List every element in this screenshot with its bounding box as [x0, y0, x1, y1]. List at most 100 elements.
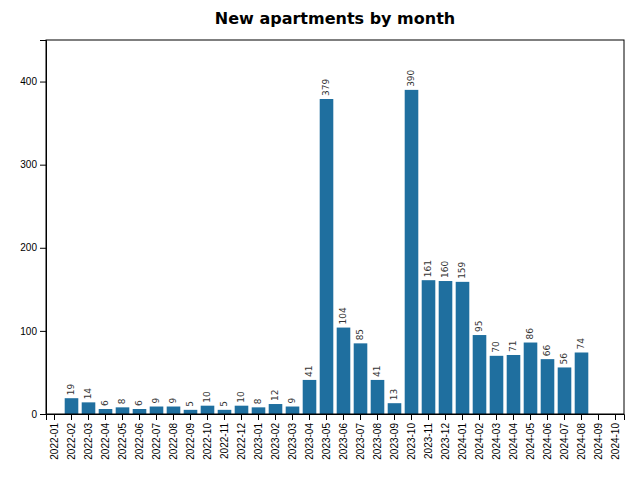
y-tick-mark [40, 248, 46, 249]
x-tick-label: 2024-06 [542, 423, 553, 460]
data-labels: 1914686995105108129413791048541133901611… [66, 69, 586, 406]
data-label: 6 [100, 400, 110, 406]
data-label: 74 [576, 338, 586, 350]
x-axis-line [47, 415, 625, 421]
x-tick: 2023-07 [355, 414, 366, 460]
bar [490, 356, 504, 414]
bar [116, 407, 130, 414]
data-label: 14 [83, 388, 93, 400]
x-tick-mark [428, 414, 429, 420]
y-tick: 300 [20, 159, 46, 170]
x-tick-label: 2022-03 [83, 423, 94, 460]
y-tick: 0 [31, 409, 46, 420]
x-tick-label: 2024-08 [576, 423, 587, 460]
x-tick-mark [258, 414, 259, 420]
x-tick-label: 2022-11 [219, 423, 230, 459]
data-label: 160 [440, 261, 450, 278]
bar [133, 409, 147, 414]
x-tick: 2023-06 [338, 414, 349, 460]
bar [218, 410, 232, 414]
bar [167, 407, 181, 414]
x-tick-mark [105, 414, 106, 420]
bar [320, 99, 334, 414]
x-tick: 2024-01 [457, 414, 468, 460]
x-tick-mark [326, 414, 327, 420]
x-tick-mark [581, 414, 582, 420]
data-label: 10 [202, 391, 212, 403]
x-tick-mark [207, 414, 208, 420]
data-label: 8 [117, 398, 127, 404]
data-label: 19 [66, 383, 76, 395]
bar [354, 343, 368, 414]
y-axis-line [40, 41, 47, 415]
data-label: 104 [338, 307, 348, 324]
x-tick-label: 2024-09 [593, 423, 604, 460]
data-label: 13 [389, 389, 399, 400]
y-tick-label: 100 [20, 326, 37, 337]
y-tick-mark [40, 331, 46, 332]
x-tick: 2022-10 [202, 414, 213, 460]
y-tick-label: 300 [20, 159, 37, 170]
data-label: 5 [185, 401, 195, 407]
x-tick-label: 2024-01 [457, 423, 468, 460]
x-tick-label: 2022-06 [134, 423, 145, 460]
x-tick-mark [564, 414, 565, 420]
title: New apartments by month [215, 9, 455, 28]
bar [269, 404, 283, 414]
bar [303, 380, 317, 414]
x-tick-mark [496, 414, 497, 420]
x-tick: 2022-05 [117, 414, 128, 460]
x-tick-mark [615, 414, 616, 420]
bar [456, 282, 470, 414]
bar [337, 328, 351, 414]
data-label: 86 [525, 328, 535, 340]
x-tick-mark [190, 414, 191, 420]
data-label: 390 [406, 69, 416, 86]
x-tick-label: 2023-05 [321, 423, 332, 460]
x-tick-mark [156, 414, 157, 420]
x-tick: 2024-04 [508, 414, 519, 460]
x-tick-label: 2023-11 [423, 423, 434, 459]
x-tick-mark [445, 414, 446, 420]
data-label: 71 [508, 341, 518, 352]
x-tick-label: 2023-09 [389, 423, 400, 460]
data-label: 95 [474, 321, 484, 332]
x-tick-mark [411, 414, 412, 420]
x-tick-label: 2023-10 [406, 423, 417, 460]
x-tick: 2023-05 [321, 414, 332, 460]
x-tick-label: 2023-07 [355, 423, 366, 460]
x-tick: 2022-04 [100, 414, 111, 460]
data-label: 56 [559, 353, 569, 365]
x-tick: 2022-01 [49, 414, 60, 460]
data-label: 6 [134, 400, 144, 406]
y-tick-mark [40, 165, 46, 166]
data-label: 41 [372, 365, 382, 376]
x-tick: 2023-11 [423, 414, 434, 459]
x-tick-label: 2023-02 [270, 423, 281, 460]
x-tick: 2024-07 [559, 414, 570, 460]
bar [541, 359, 555, 414]
bar [65, 398, 79, 414]
chart: 2022-012022-022022-032022-042022-052022-… [0, 0, 640, 480]
data-label: 10 [236, 391, 246, 403]
bar [252, 407, 266, 414]
x-tick: 2022-03 [83, 414, 94, 460]
x-tick-label: 2024-03 [491, 423, 502, 460]
bar [422, 280, 436, 414]
x-tick-mark [139, 414, 140, 420]
x-tick-label: 2024-04 [508, 423, 519, 460]
x-tick-mark [122, 414, 123, 420]
x-tick-label: 2023-06 [338, 423, 349, 460]
bar [184, 410, 198, 414]
data-label: 41 [304, 365, 314, 376]
bar [439, 281, 453, 414]
x-tick: 2022-11 [219, 414, 230, 459]
x-tick-label: 2024-05 [525, 423, 536, 460]
x-tick-label: 2022-07 [151, 423, 162, 460]
x-tick: 2024-08 [576, 414, 587, 460]
x-tick-label: 2024-10 [610, 423, 621, 460]
x-tick-mark [343, 414, 344, 420]
data-label: 161 [423, 260, 433, 277]
x-tick-label: 2022-05 [117, 423, 128, 460]
bar [286, 407, 300, 414]
